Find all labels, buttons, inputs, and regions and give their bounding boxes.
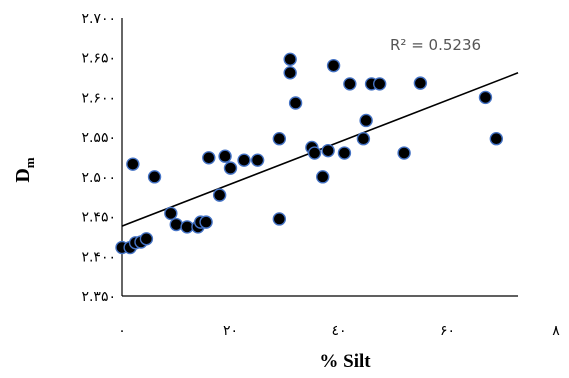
data-point	[316, 170, 330, 184]
data-point	[202, 151, 216, 165]
y-tick-label: ٢.۴٠٠	[81, 249, 116, 265]
y-tick-label: ٢.۵۵٠	[81, 130, 116, 146]
data-point	[326, 58, 341, 73]
data-point	[147, 170, 162, 184]
y-tick-labels: ٢.٣۵٠ ٢.۴٠٠ ٢.۴۵٠ ٢.۵٠٠ ٢.۵۵٠ ٢.۶٠٠ ٢.۶۵٠ ٢.٧٠٠	[81, 11, 116, 305]
x-tick-label: ٨	[552, 323, 560, 339]
data-point	[356, 132, 371, 146]
data-point	[283, 52, 297, 67]
data-point	[343, 77, 357, 91]
y-tick-label: ٢.٧٠٠	[81, 11, 116, 27]
data-point	[164, 206, 178, 221]
data-point	[139, 232, 154, 246]
data-point	[272, 132, 287, 146]
data-point	[237, 153, 251, 167]
y-axis-title: Dm	[12, 157, 37, 182]
y-axis-title-main: D	[12, 168, 34, 182]
x-tick-label: ٠	[118, 323, 126, 339]
data-point	[283, 66, 297, 80]
y-tick-label: ٢.۴۵٠	[81, 210, 116, 226]
y-tick-label: ٢.۶٠٠	[81, 90, 116, 106]
data-point	[321, 143, 335, 158]
data-point	[126, 157, 140, 171]
x-tick-label: ٤٠	[331, 323, 346, 339]
x-tick-label: ۶٠	[440, 323, 455, 339]
y-tick-label: ٢.۶۵٠	[81, 51, 116, 67]
y-axis-title-subscript: m	[22, 157, 37, 168]
y-tick-label: ٢.٣۵٠	[81, 289, 116, 305]
y-tick-label: ٢.۵٠٠	[81, 170, 116, 186]
data-point	[223, 161, 238, 175]
x-tick-labels: ٠ ٢٠ ٤٠ ۶٠ ٨	[118, 323, 560, 339]
data-point	[250, 153, 265, 167]
data-point	[359, 113, 373, 128]
x-axis-title: % Silt	[319, 351, 371, 372]
data-point	[489, 132, 504, 146]
data-point	[199, 215, 213, 229]
r-squared-annotation: R² = 0.5236	[390, 36, 481, 54]
data-point	[307, 146, 322, 160]
x-tick-label: ٢٠	[223, 323, 238, 339]
data-point	[212, 188, 227, 202]
data-point	[397, 146, 411, 160]
data-point	[169, 217, 183, 232]
data-point	[337, 146, 352, 160]
data-point	[288, 96, 303, 110]
axes	[121, 18, 519, 297]
data-point	[372, 77, 387, 91]
data-point	[478, 90, 493, 105]
data-point	[218, 149, 232, 163]
data-point	[413, 76, 428, 90]
data-points	[115, 52, 504, 255]
data-point	[272, 212, 287, 226]
